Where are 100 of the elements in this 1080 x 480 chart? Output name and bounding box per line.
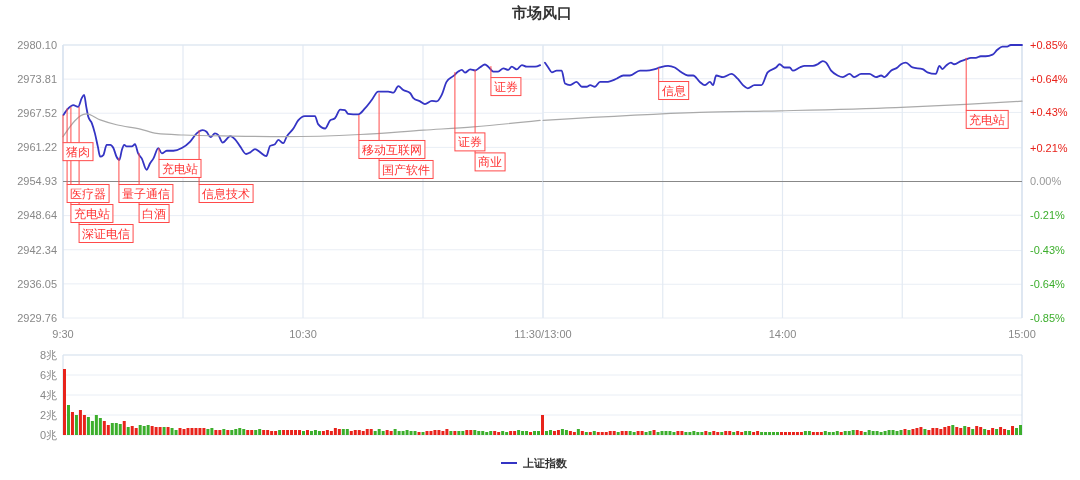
bar — [923, 429, 927, 435]
bar — [529, 432, 533, 435]
bar — [118, 424, 122, 435]
bar — [783, 432, 787, 435]
bar — [178, 428, 182, 435]
bar — [708, 432, 712, 435]
bar — [772, 432, 776, 435]
bar — [700, 432, 704, 435]
bar — [102, 421, 106, 435]
bar — [337, 429, 341, 435]
bar — [202, 428, 206, 435]
bar — [329, 431, 333, 435]
bar — [744, 431, 748, 435]
bar — [604, 432, 608, 435]
bar — [652, 430, 656, 435]
bar — [210, 428, 214, 435]
y-tick-label: 2967.52 — [17, 107, 57, 120]
bar — [827, 432, 831, 435]
bar — [584, 432, 588, 435]
y-tick-label: +0.85% — [1030, 38, 1068, 51]
bar — [441, 431, 445, 435]
bar — [636, 431, 640, 435]
bar — [947, 426, 951, 435]
bar — [437, 430, 441, 435]
bar — [592, 431, 596, 435]
bar — [74, 415, 78, 435]
bar — [397, 431, 401, 435]
bar — [576, 429, 580, 435]
x-tick-label: 15:00 — [1008, 328, 1036, 340]
bar — [612, 431, 616, 435]
y-tick-label: 0.00% — [1030, 175, 1062, 188]
bar — [214, 430, 218, 435]
bar — [951, 425, 955, 435]
bar — [218, 430, 222, 435]
bar — [795, 432, 799, 435]
bar — [493, 431, 497, 435]
bar — [552, 431, 556, 435]
bar — [246, 430, 250, 435]
bar — [385, 430, 389, 435]
bar — [995, 429, 999, 435]
bar — [915, 428, 919, 435]
bar — [541, 415, 544, 435]
bar — [644, 432, 648, 435]
bar — [206, 429, 210, 435]
bar — [353, 430, 357, 435]
y-tick-label: 2942.34 — [17, 243, 57, 256]
bar — [863, 432, 867, 435]
bar — [317, 431, 321, 435]
y-tick-label: 2929.76 — [17, 311, 57, 324]
bar — [174, 430, 178, 435]
legend-label: 上证指数 — [522, 456, 568, 469]
bar — [787, 432, 791, 435]
bar — [473, 430, 477, 435]
y-tick-label: +0.43% — [1030, 106, 1068, 119]
bar — [238, 428, 242, 435]
bar — [457, 431, 461, 435]
bar — [361, 431, 365, 435]
bar — [413, 431, 417, 435]
bar — [409, 431, 413, 435]
bar — [620, 431, 624, 435]
annotation: 证券 — [493, 80, 518, 95]
bar — [258, 429, 262, 435]
bar — [616, 432, 620, 435]
bar — [596, 432, 600, 435]
bar — [497, 432, 501, 435]
bar — [943, 427, 947, 435]
bar — [517, 430, 521, 435]
bar — [752, 432, 756, 435]
annotation: 移动互联网 — [361, 142, 422, 157]
x-tick-label: 10:30 — [289, 328, 317, 340]
bar — [979, 427, 983, 435]
bar — [780, 432, 783, 435]
annotation: 深证电信 — [82, 227, 131, 241]
bar — [1019, 425, 1022, 435]
bar — [632, 432, 636, 435]
bar — [807, 431, 811, 435]
bar — [489, 431, 493, 435]
bar — [791, 432, 795, 435]
bar — [903, 429, 907, 435]
bar — [811, 432, 815, 435]
bar — [1003, 429, 1007, 435]
bar — [971, 429, 975, 435]
bar — [429, 431, 433, 435]
bar — [345, 429, 349, 435]
bar — [357, 430, 361, 435]
bar — [692, 431, 696, 435]
bar — [851, 430, 855, 435]
bar — [250, 430, 254, 435]
bar — [716, 432, 720, 435]
x-tick-label: 9:30 — [52, 328, 74, 340]
bar — [983, 429, 987, 435]
bar — [282, 430, 286, 435]
bar — [66, 405, 70, 435]
bar — [967, 427, 971, 435]
bar — [401, 431, 405, 435]
bar — [608, 431, 612, 435]
bar — [405, 430, 409, 435]
bar — [999, 427, 1003, 435]
y-tick-label: 2兆 — [39, 408, 57, 421]
bar — [425, 431, 429, 435]
